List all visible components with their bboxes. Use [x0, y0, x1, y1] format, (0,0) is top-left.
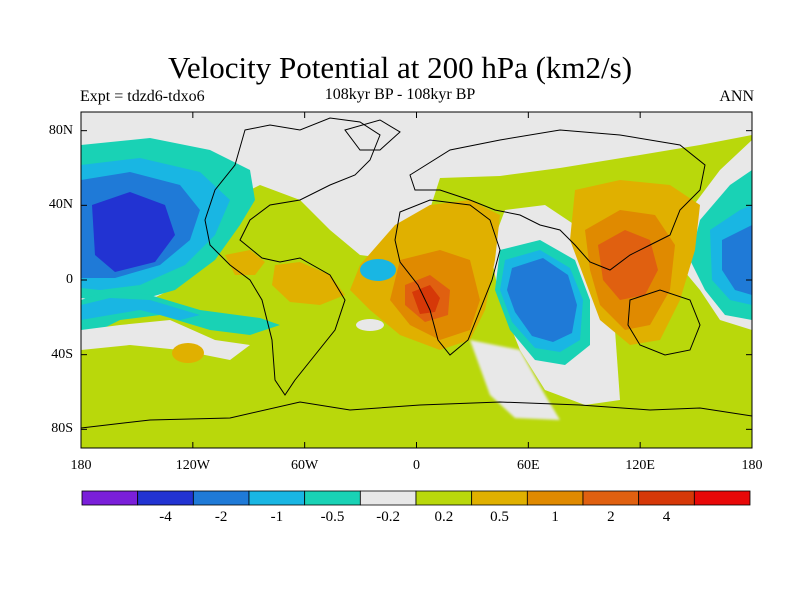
field-negative-atlantic-spot — [360, 259, 396, 281]
colorbar-label: -1 — [270, 509, 284, 525]
colorbar-label: 2 — [607, 509, 615, 525]
lon-label: 0 — [413, 458, 420, 473]
coast-greenland — [344, 119, 401, 151]
lon-label: 60W — [291, 458, 319, 473]
colorbar-swatch — [415, 490, 473, 506]
colorbar-swatch — [81, 490, 139, 506]
colorbar-swatch — [248, 490, 306, 506]
lat-label: 0 — [66, 272, 73, 287]
lat-label: 40N — [48, 197, 73, 213]
field-near-zero-north — [81, 112, 752, 305]
experiment-label: Expt = tdzd6-tdxo6 — [80, 88, 205, 105]
contour-field — [81, 112, 752, 448]
colorbar-label: 0.5 — [490, 509, 509, 525]
colorbar-label: 1 — [551, 509, 559, 525]
colorbar-swatch — [693, 490, 751, 506]
period-label: 108kyr BP - 108kyr BP — [324, 86, 476, 103]
colorbar-swatch — [582, 490, 640, 506]
colorbar-label: -2 — [214, 509, 228, 525]
lat-label: 80S — [51, 421, 73, 437]
coast-australia — [627, 289, 701, 356]
field-near-zero-southern-ocean — [470, 340, 560, 420]
field-negative-1-west-pacific — [722, 225, 752, 295]
lon-label: 180 — [70, 458, 92, 473]
colorbar-label: 4 — [662, 509, 671, 525]
field-negative-1-indian-ocean — [507, 258, 577, 342]
lon-label: 60E — [517, 458, 540, 473]
colorbar-label: -4 — [159, 509, 172, 525]
colorbar-swatch — [526, 490, 584, 506]
season-label: ANN — [719, 88, 754, 105]
coast-antarctica — [81, 401, 752, 429]
colorbar-swatch — [192, 490, 250, 506]
map-title: Velocity Potential at 200 hPa (km2/s) — [167, 50, 633, 85]
colorbar-swatch — [137, 490, 194, 506]
field-near-zero-atlantic-spot — [356, 319, 384, 331]
field-positive-4-africa — [412, 285, 440, 314]
lat-label: 40S — [51, 346, 73, 362]
coast-americas — [204, 117, 381, 396]
field-positive-0.5-south-america — [272, 262, 345, 305]
coast-africa — [394, 199, 501, 356]
lon-label: 120W — [175, 458, 210, 473]
field-positive-south-pacific-spot — [172, 343, 204, 363]
colorbar-label: 0.2 — [434, 509, 454, 525]
axis-ticks — [80, 112, 753, 448]
colorbar-label: -0.2 — [376, 509, 401, 525]
colorbar-label: -0.5 — [320, 509, 345, 525]
coast-eurasia — [409, 129, 706, 271]
field-positive-2-asia — [598, 230, 658, 300]
colorbar-swatch — [638, 490, 695, 506]
field-negative-0.5-south-pacific — [81, 298, 200, 320]
coastlines — [81, 117, 752, 429]
colorbar — [81, 490, 751, 506]
lon-label: 180 — [741, 458, 763, 473]
field-near-zero-south-pacific — [81, 320, 250, 360]
lon-label: 120E — [625, 458, 655, 473]
lat-label: 80N — [48, 122, 73, 138]
colorbar-swatch — [304, 490, 361, 506]
field-negative-2-pacific — [92, 192, 175, 272]
colorbar-swatch — [471, 490, 528, 506]
colorbar-swatch — [359, 490, 417, 506]
